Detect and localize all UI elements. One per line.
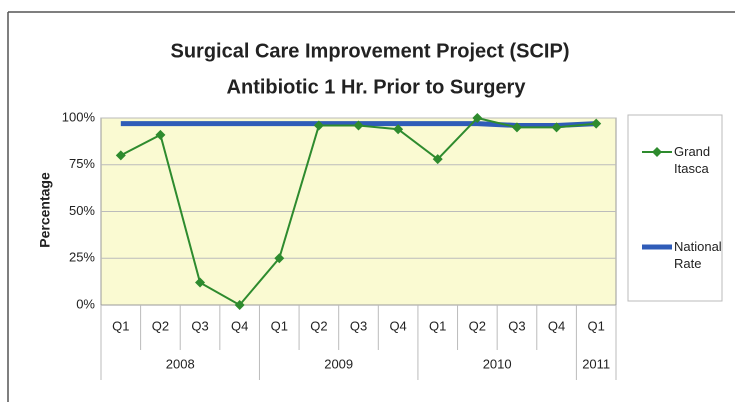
y-tick-label: 25% [69, 250, 95, 265]
y-axis-label: Percentage [37, 172, 53, 248]
chart-title: Antibiotic 1 Hr. Prior to Surgery [227, 76, 527, 98]
x-tick-label: Q4 [389, 318, 406, 333]
x-tick-label: Q2 [469, 318, 486, 333]
x-tick-label: Q4 [231, 318, 248, 333]
legend-box [627, 114, 723, 302]
x-tick-label: Q1 [271, 318, 288, 333]
y-tick-label: 50% [69, 203, 95, 218]
x-tick-label: Q2 [152, 318, 169, 333]
marker [591, 118, 602, 129]
chart-title: Surgical Care Improvement Project (SCIP) [170, 40, 569, 62]
marker [432, 154, 443, 165]
x-tick-label: Q4 [548, 318, 565, 333]
x-group-label: 2009 [324, 356, 353, 371]
x-group-label: 2011 [582, 356, 610, 371]
marker [551, 122, 562, 133]
marker [155, 129, 166, 140]
marker [511, 122, 522, 133]
marker [115, 150, 126, 161]
legend-label: National Rate [674, 239, 722, 271]
x-tick-label: Q1 [588, 318, 605, 333]
x-group-label: 2008 [166, 356, 195, 371]
marker [393, 124, 404, 135]
marker [195, 277, 206, 288]
x-tick-label: Q2 [310, 318, 327, 333]
x-group-label: 2010 [483, 356, 512, 371]
x-tick-label: Q3 [508, 318, 525, 333]
legend-label: Grand Itasca [674, 144, 711, 176]
marker [353, 120, 364, 131]
y-tick-label: 75% [69, 156, 95, 171]
y-tick-label: 100% [62, 109, 96, 124]
marker [313, 120, 324, 131]
marker [234, 300, 245, 310]
x-tick-label: Q3 [350, 318, 367, 333]
x-tick-label: Q1 [112, 318, 129, 333]
marker [472, 113, 483, 123]
marker [274, 253, 285, 264]
x-tick-label: Q3 [191, 318, 208, 333]
y-tick-label: 0% [76, 296, 95, 311]
x-tick-label: Q1 [429, 318, 446, 333]
legend-marker [652, 147, 662, 157]
